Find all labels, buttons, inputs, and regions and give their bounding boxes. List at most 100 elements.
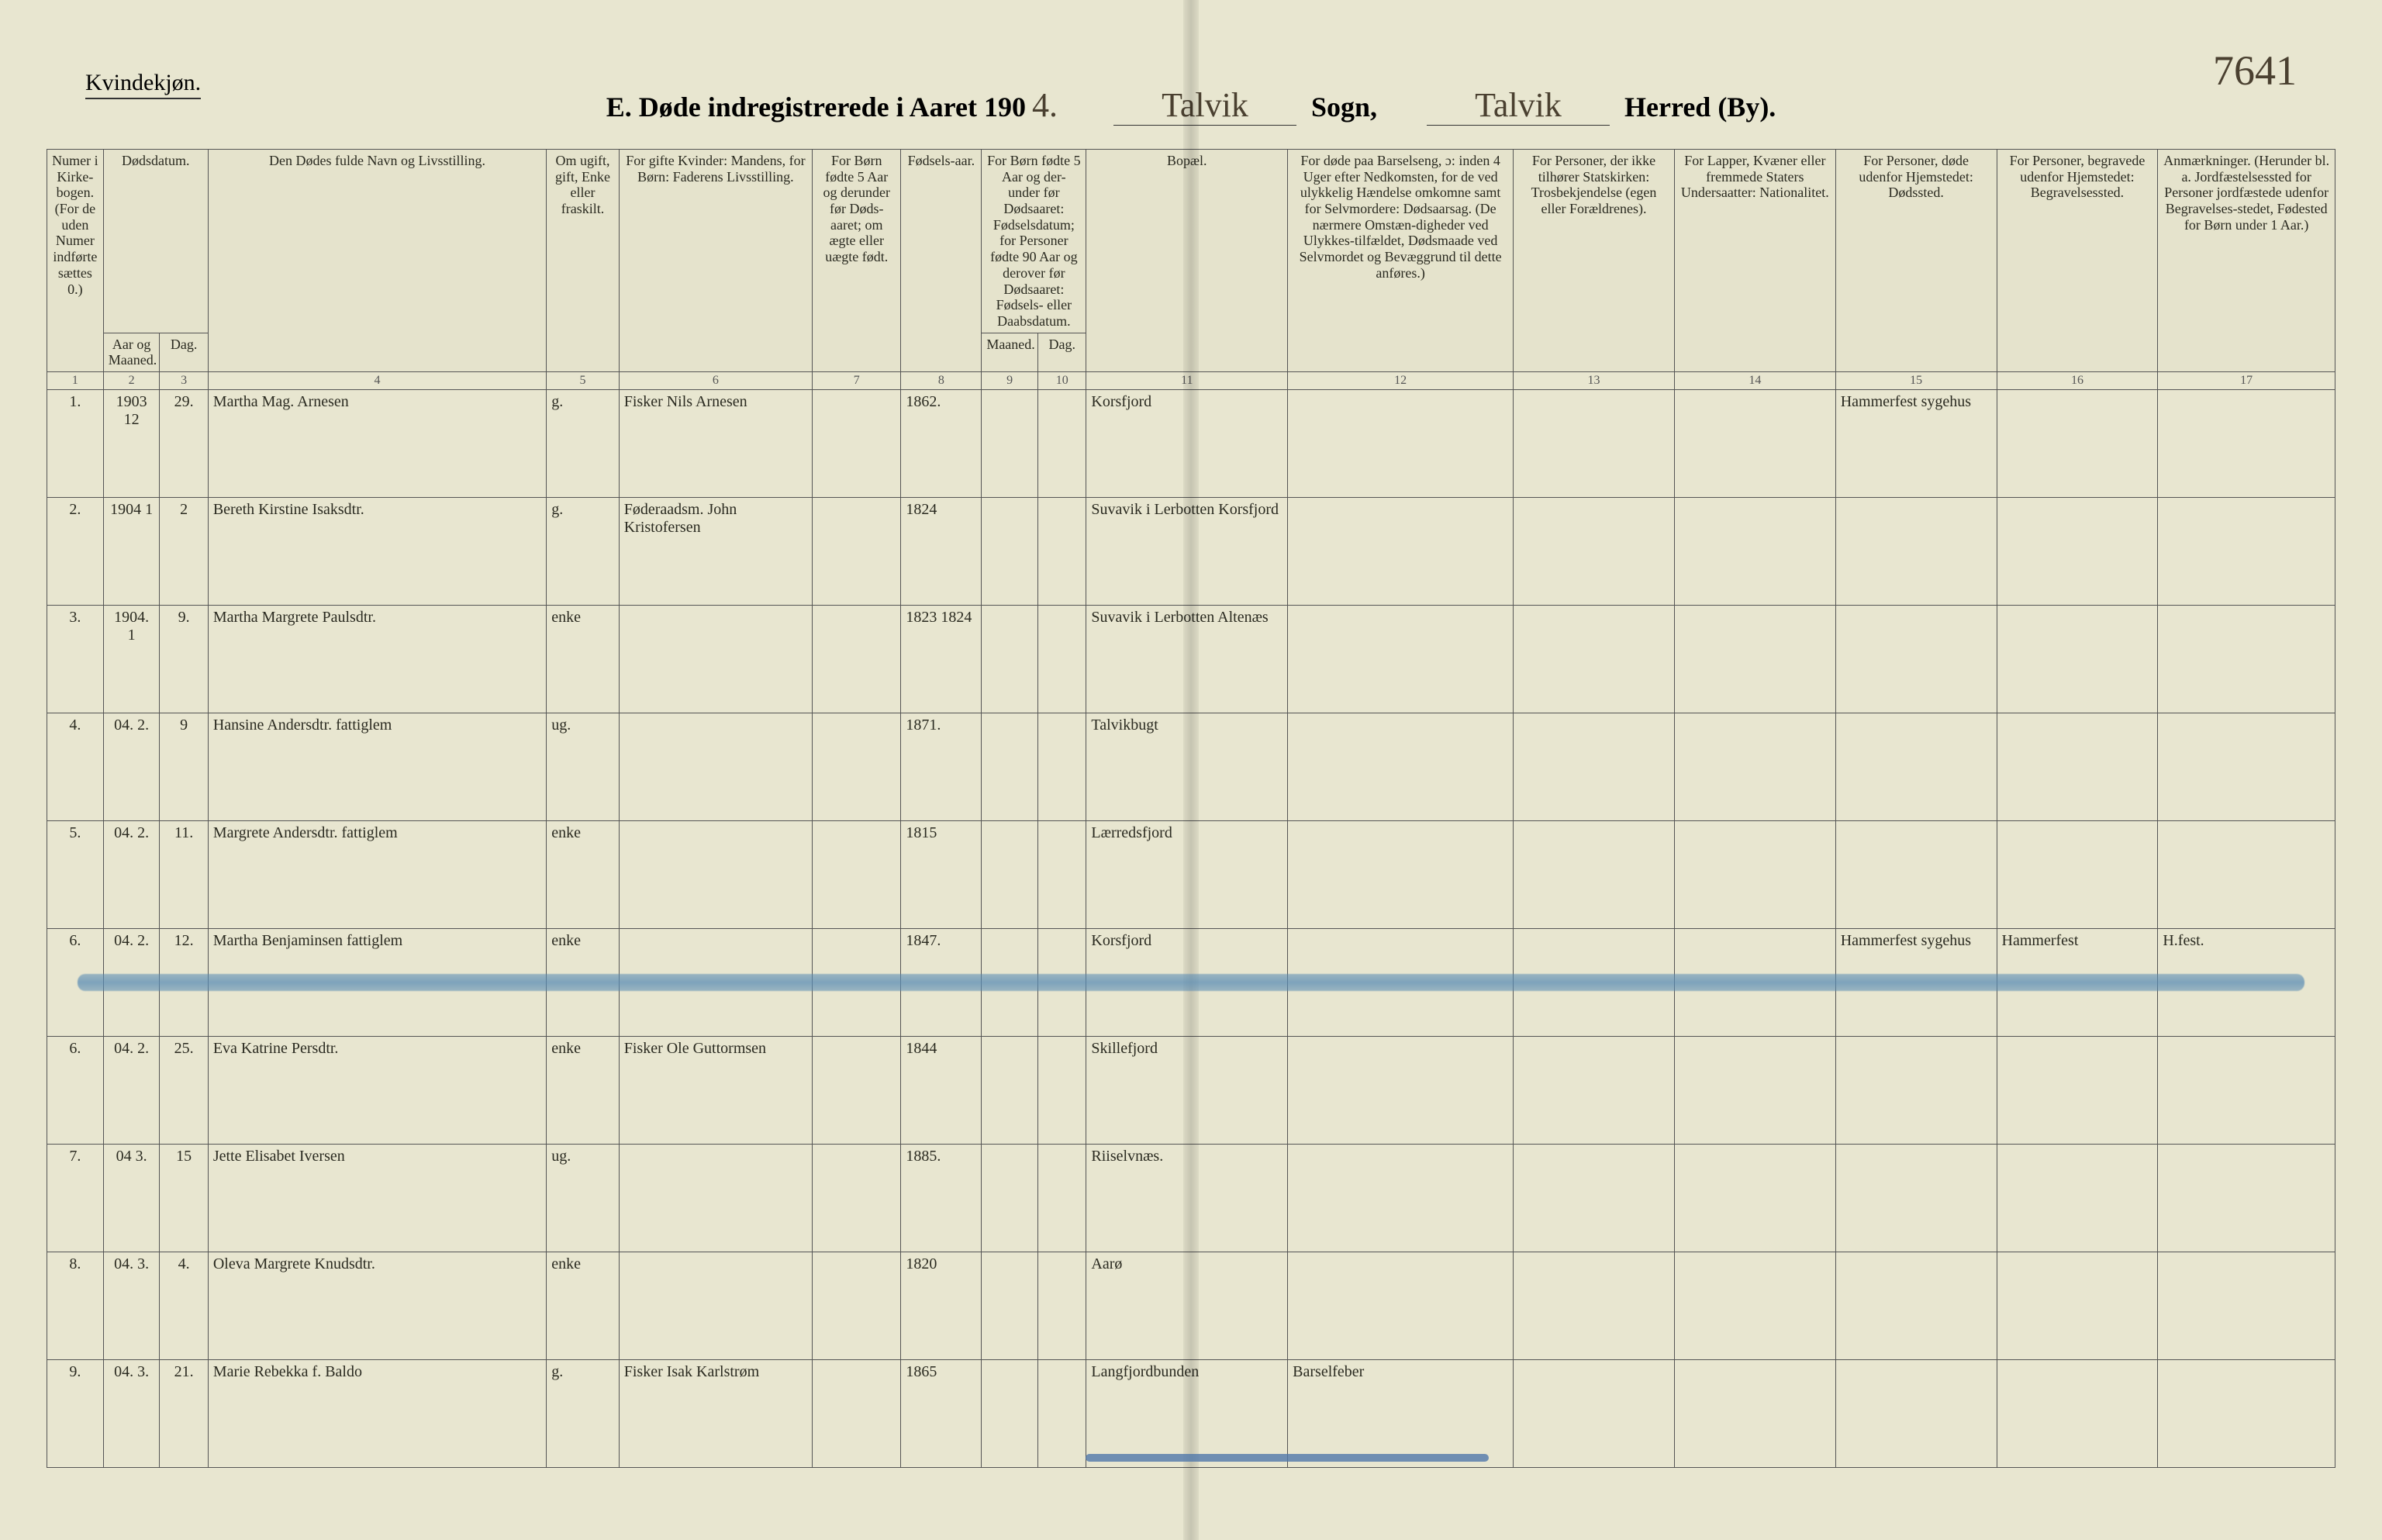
colnum: 12: [1288, 371, 1514, 389]
table-body: 1 2 3 4 5 6 7 8 9 10 11 12 13 14 15 16 1…: [47, 371, 2335, 1467]
place-of-death: [1835, 606, 1997, 713]
legitimacy: [813, 1360, 901, 1468]
colnum: 7: [813, 371, 901, 389]
death-year-month: 04. 2.: [103, 713, 160, 821]
title-year-hand: 4.: [1026, 86, 1064, 124]
nationality: [1674, 1252, 1835, 1360]
confession: [1514, 606, 1675, 713]
death-day: 2: [160, 498, 208, 606]
col-8-header: Fødsels-aar.: [901, 150, 982, 372]
death-year-month: 04. 2.: [103, 821, 160, 929]
legitimacy: [813, 390, 901, 498]
spouse-father: [619, 713, 812, 821]
row-number: 2.: [47, 498, 104, 606]
confession: [1514, 390, 1675, 498]
colnum: 10: [1038, 371, 1086, 389]
parish-hand: Talvik: [1113, 85, 1296, 126]
marital-status: enke: [547, 1037, 620, 1145]
birth-day: [1038, 390, 1086, 498]
spouse-father: Fisker Ole Guttormsen: [619, 1037, 812, 1145]
row-number: 6.: [47, 929, 104, 1037]
deceased-name: Martha Margrete Paulsdtr.: [208, 606, 546, 713]
residence: Suvavik i Lerbotten Altenæs: [1086, 606, 1288, 713]
table-row: 2.1904 12Bereth Kirstine Isaksdtr.g.Føde…: [47, 498, 2335, 606]
death-day: 12.: [160, 929, 208, 1037]
spouse-father: [619, 821, 812, 929]
confession: [1514, 498, 1675, 606]
death-year-month: 04. 2.: [103, 1037, 160, 1145]
place-of-death: [1835, 1252, 1997, 1360]
col-17-header: Anmærkninger. (Herunder bl. a. Jordfæste…: [2158, 150, 2335, 372]
colnum: 13: [1514, 371, 1675, 389]
residence: Korsfjord: [1086, 390, 1288, 498]
legitimacy: [813, 606, 901, 713]
birth-month: [982, 606, 1038, 713]
col-2-header: Aar og Maaned.: [103, 333, 160, 371]
nationality: [1674, 821, 1835, 929]
table-row: 6.04. 2.25.Eva Katrine Persdtr.enkeFiske…: [47, 1037, 2335, 1145]
place-of-burial: [1997, 713, 2158, 821]
colnum: 15: [1835, 371, 1997, 389]
birth-day: [1038, 1252, 1086, 1360]
spouse-father: Fisker Isak Karlstrøm: [619, 1360, 812, 1468]
birth-day: [1038, 606, 1086, 713]
confession: [1514, 821, 1675, 929]
spouse-father: [619, 1145, 812, 1252]
birth-month: [982, 929, 1038, 1037]
birth-year: 1820: [901, 1252, 982, 1360]
death-year-month: 04 3.: [103, 1145, 160, 1252]
marital-status: enke: [547, 606, 620, 713]
place-of-death: [1835, 1037, 1997, 1145]
birth-day: [1038, 1037, 1086, 1145]
col-1-header: Numer i Kirke-bogen. (For de uden Numer …: [47, 150, 104, 372]
colnum: 1: [47, 371, 104, 389]
deceased-name: Martha Benjaminsen fattiglem: [208, 929, 546, 1037]
death-day: 29.: [160, 390, 208, 498]
row-number: 6.: [47, 1037, 104, 1145]
birth-month: [982, 821, 1038, 929]
birth-month: [982, 1252, 1038, 1360]
marital-status: enke: [547, 1252, 620, 1360]
residence: Langfjordbunden: [1086, 1360, 1288, 1468]
colnum: 4: [208, 371, 546, 389]
place-of-burial: [1997, 821, 2158, 929]
ledger-table: Numer i Kirke-bogen. (For de uden Numer …: [47, 149, 2335, 1468]
district-hand: Talvik: [1427, 85, 1610, 126]
cause-of-death: Barselfeber: [1288, 1360, 1514, 1468]
place-of-burial: [1997, 390, 2158, 498]
birth-day: [1038, 929, 1086, 1037]
deceased-name: Eva Katrine Persdtr.: [208, 1037, 546, 1145]
legitimacy: [813, 821, 901, 929]
col-4-header: Den Dødes fulde Navn og Livsstilling.: [208, 150, 546, 372]
place-of-death: Hammerfest sygehus: [1835, 929, 1997, 1037]
death-year-month: 1904. 1: [103, 606, 160, 713]
residence: Skillefjord: [1086, 1037, 1288, 1145]
death-year-month: 1903 12: [103, 390, 160, 498]
table-row: 1.1903 1229.Martha Mag. Arneseng.Fisker …: [47, 390, 2335, 498]
column-number-row: 1 2 3 4 5 6 7 8 9 10 11 12 13 14 15 16 1…: [47, 371, 2335, 389]
district-label: Herred (By).: [1624, 92, 1776, 123]
marital-status: g.: [547, 498, 620, 606]
col-9-10-top-header: For Børn fødte 5 Aar og der-under før Dø…: [982, 150, 1086, 333]
place-of-burial: [1997, 606, 2158, 713]
spouse-father: Fisker Nils Arnesen: [619, 390, 812, 498]
colnum: 5: [547, 371, 620, 389]
spouse-father: [619, 606, 812, 713]
colnum: 8: [901, 371, 982, 389]
nationality: [1674, 390, 1835, 498]
deceased-name: Martha Mag. Arnesen: [208, 390, 546, 498]
row-number: 5.: [47, 821, 104, 929]
death-day: 4.: [160, 1252, 208, 1360]
cause-of-death: [1288, 821, 1514, 929]
death-year-month: 04. 3.: [103, 1360, 160, 1468]
colnum: 2: [103, 371, 160, 389]
cause-of-death: [1288, 713, 1514, 821]
remarks: [2158, 821, 2335, 929]
place-of-burial: Hammerfest: [1997, 929, 2158, 1037]
confession: [1514, 1145, 1675, 1252]
confession: [1514, 1252, 1675, 1360]
colnum: 17: [2158, 371, 2335, 389]
deceased-name: Jette Elisabet Iversen: [208, 1145, 546, 1252]
death-year-month: 1904 1: [103, 498, 160, 606]
death-day: 25.: [160, 1037, 208, 1145]
